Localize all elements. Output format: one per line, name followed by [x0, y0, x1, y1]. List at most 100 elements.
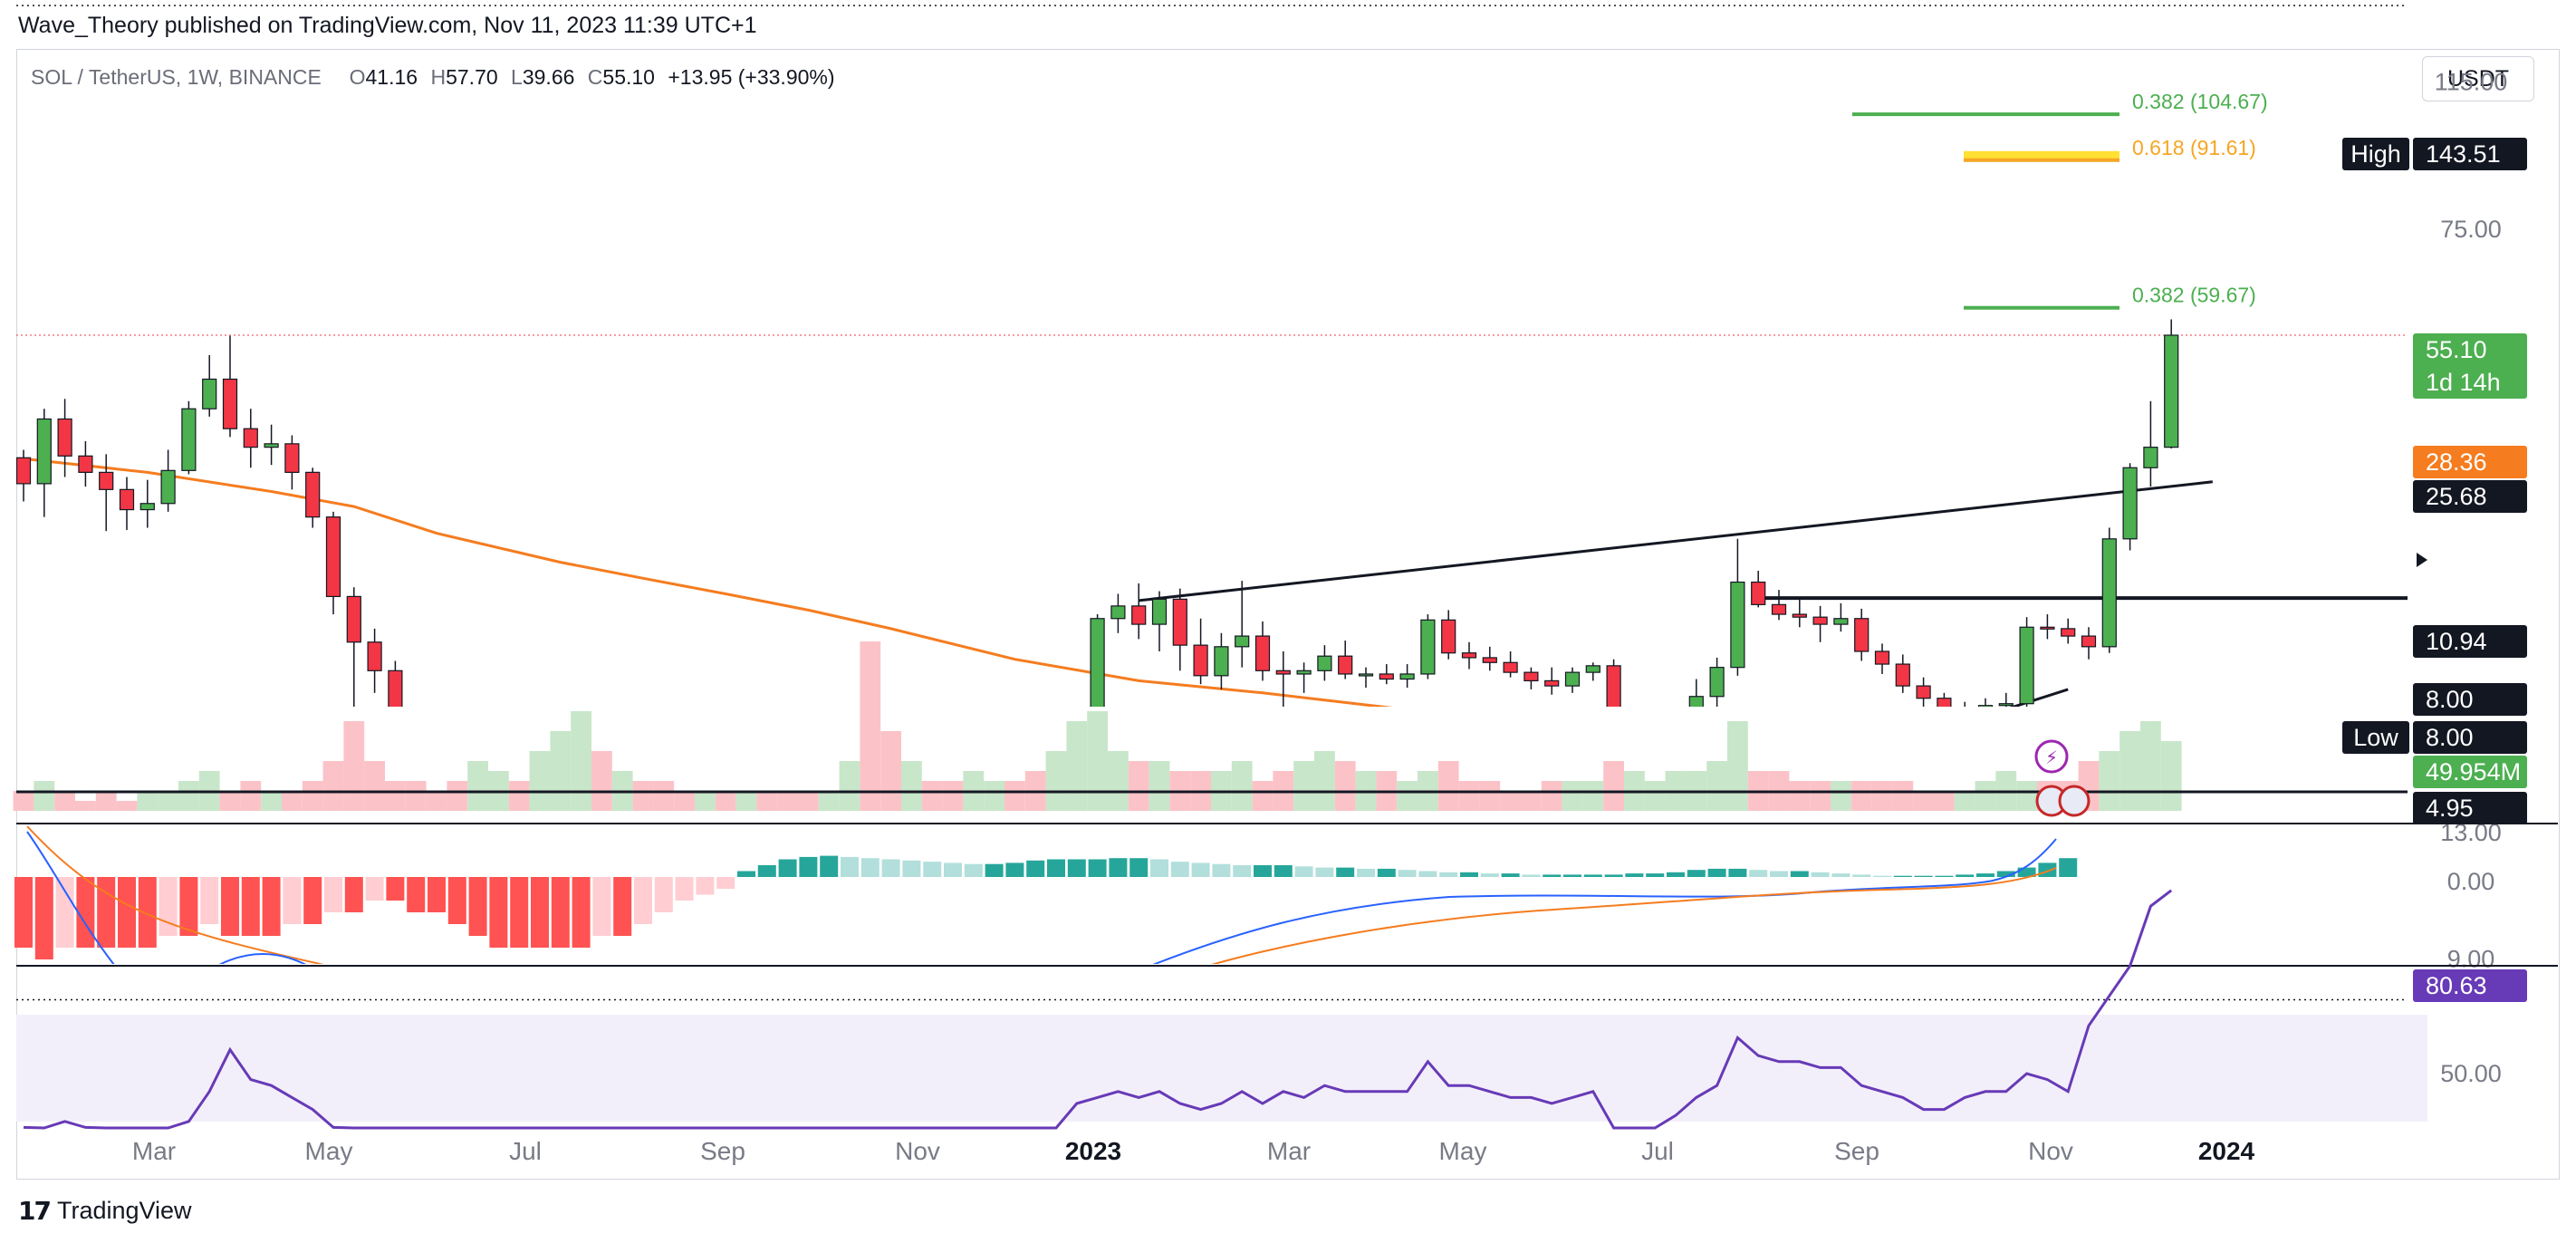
rsi-value-box	[2413, 969, 2527, 1002]
price-label-countdown: 1d 14h	[2426, 369, 2501, 396]
candle	[1338, 641, 1353, 679]
candle	[1441, 610, 1456, 660]
rsi-value-text: 80.63	[2426, 972, 2487, 999]
macd-histogram-bar	[860, 858, 879, 877]
volume-bar	[158, 791, 178, 811]
candle-body	[1317, 655, 1332, 671]
time-axis-label: Nov	[895, 1137, 940, 1165]
macd-histogram-bar	[14, 877, 33, 948]
volume-bar	[447, 781, 468, 811]
candle-body	[57, 418, 72, 457]
macd-histogram-bar	[572, 877, 591, 948]
macd-histogram-bar	[696, 877, 715, 895]
volume-bar	[839, 761, 860, 811]
candle	[802, 822, 815, 848]
volume-bar	[1004, 781, 1025, 811]
macd-histogram-bar	[551, 877, 570, 948]
candle	[2122, 463, 2138, 551]
upper-trendline	[1139, 480, 2213, 602]
candle-body	[1833, 618, 1849, 625]
volume-area	[13, 641, 2182, 811]
price-tag-box	[2342, 721, 2409, 754]
macd-histogram-bar	[1563, 874, 1581, 877]
candle	[637, 724, 650, 783]
candle-body	[243, 428, 258, 448]
candle-body	[1420, 619, 1436, 675]
candle	[1648, 734, 1662, 774]
candle-body	[822, 822, 836, 843]
candle-body	[305, 471, 321, 518]
macd-histogram-bar	[675, 877, 694, 901]
volume-bar	[2016, 781, 2037, 811]
macd-histogram-bar	[407, 877, 426, 912]
macd-histogram-bar	[531, 877, 549, 948]
candle-body	[78, 455, 93, 473]
macd-histogram-bar	[1191, 862, 1210, 877]
macd-histogram-bar	[716, 877, 735, 889]
macd-histogram-bar	[1831, 873, 1850, 877]
macd-histogram-bar	[634, 877, 652, 924]
candle	[243, 409, 258, 468]
change-value: +13.95 (+33.90%)	[668, 65, 835, 89]
volume-bar	[1500, 791, 1521, 811]
macd-histogram-bar	[1687, 870, 1706, 877]
macd-histogram-bar	[1170, 862, 1189, 877]
symbol-name[interactable]: SOL / TetherUS, 1W, BINANCE	[31, 65, 322, 89]
macd-histogram-bar	[1707, 868, 1726, 877]
candle-body	[1296, 670, 1312, 675]
candle	[2143, 400, 2158, 487]
fib-level-label: 0.382 (104.67)	[2132, 90, 2268, 113]
lower-trendline	[2009, 688, 2069, 707]
open-value: 41.16	[365, 65, 418, 89]
macd-histogram-bar	[118, 877, 136, 948]
candle-body	[1050, 896, 1063, 987]
currency-selector[interactable]: USDT	[2422, 56, 2534, 101]
candle-body	[1812, 616, 1828, 625]
candle-body	[698, 809, 712, 830]
publisher-caption: Wave_Theory published on TradingView.com…	[18, 13, 757, 38]
candle-body	[1358, 673, 1374, 677]
volume-bar	[571, 711, 591, 811]
macd-histogram-bar	[1604, 874, 1623, 877]
macd-histogram-bar	[468, 877, 487, 936]
macd-histogram-bar	[1976, 873, 1994, 877]
volume-bar	[818, 791, 840, 811]
macd-histogram-bar	[613, 877, 632, 936]
volume-bar	[1149, 761, 1170, 811]
event-icon	[2034, 739, 2069, 774]
candle-body	[1585, 665, 1600, 673]
volume-bar	[1582, 781, 1604, 811]
volume-bar	[364, 761, 385, 811]
volume-bar	[1934, 791, 1955, 811]
macd-histogram-bar	[1480, 873, 1499, 877]
volume-bar	[2099, 751, 2120, 811]
high-value: 57.70	[446, 65, 498, 89]
tradingview-logo[interactable]: 𝟭𝟳 TradingView	[18, 1196, 192, 1226]
candle-body	[966, 893, 980, 937]
volume-bar	[343, 721, 365, 811]
volume-bar	[1871, 781, 1893, 811]
macd-histogram-bar	[1935, 875, 1954, 877]
candle	[1709, 657, 1725, 707]
volume-bar	[1954, 791, 1975, 811]
candle-body	[1193, 644, 1208, 677]
macd-histogram-bar	[1026, 860, 1045, 877]
candle	[1296, 662, 1312, 693]
volume-bar	[178, 781, 199, 811]
symbol-legend: SOL / TetherUS, 1W, BINANCE O41.16 H57.7…	[31, 65, 835, 89]
candle-body	[284, 443, 300, 473]
macd-histogram-bar	[55, 877, 74, 948]
price-label-text: 28.36	[2426, 448, 2487, 476]
fib-level-label: 0.618 (17.18)	[1884, 712, 2008, 736]
volume-bar	[1231, 761, 1253, 811]
volume-bar	[632, 781, 654, 811]
volume-bar	[777, 791, 798, 811]
candle	[2040, 614, 2055, 640]
candle-body	[1008, 890, 1022, 926]
candle-body	[616, 740, 630, 756]
candle-body	[1730, 581, 1745, 669]
tradingview-brand: TradingView	[56, 1197, 192, 1224]
candle-body	[1461, 652, 1477, 659]
fib-level-label: 0.618 (91.61)	[2132, 136, 2256, 159]
